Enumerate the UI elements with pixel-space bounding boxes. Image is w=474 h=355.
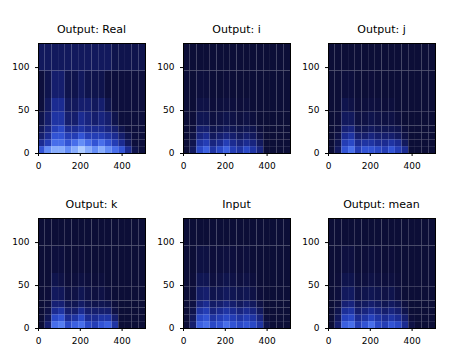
- svg-text:200: 200: [362, 161, 379, 171]
- svg-text:0: 0: [181, 336, 187, 346]
- svg-text:100: 100: [157, 237, 174, 247]
- svg-text:100: 100: [157, 62, 174, 72]
- svg-text:400: 400: [114, 336, 131, 346]
- svg-text:0: 0: [24, 323, 30, 333]
- svg-text:100: 100: [12, 237, 29, 247]
- svg-text:0: 0: [169, 148, 175, 158]
- svg-text:50: 50: [163, 105, 175, 115]
- svg-text:0: 0: [169, 323, 175, 333]
- html-text:Output: Real: Output: Real: [56, 23, 127, 36]
- html-text:Output: mean: Output: mean: [343, 198, 420, 211]
- html-text:Output: i: Output: i: [212, 23, 261, 36]
- svg-text:200: 200: [362, 336, 379, 346]
- html-text:Output: k: Output: k: [65, 198, 118, 211]
- svg-text:200: 200: [217, 161, 234, 171]
- svg-text:0: 0: [36, 161, 42, 171]
- svg-text:0: 0: [314, 323, 320, 333]
- svg-text:0: 0: [314, 148, 320, 158]
- svg-text:50: 50: [308, 280, 320, 290]
- svg-text:100: 100: [302, 62, 319, 72]
- svg-text:100: 100: [302, 237, 319, 247]
- svg-text:0: 0: [24, 148, 30, 158]
- svg-text:0: 0: [181, 161, 187, 171]
- svg-text:100: 100: [12, 62, 29, 72]
- svg-text:400: 400: [259, 161, 276, 171]
- svg-text:200: 200: [217, 336, 234, 346]
- svg-text:200: 200: [72, 161, 89, 171]
- svg-text:400: 400: [259, 336, 276, 346]
- svg-text:50: 50: [163, 280, 175, 290]
- svg-text:50: 50: [308, 105, 320, 115]
- svg-text:400: 400: [114, 161, 131, 171]
- svg-text:200: 200: [72, 336, 89, 346]
- svg-text:400: 400: [404, 161, 421, 171]
- svg-text:400: 400: [404, 336, 421, 346]
- svg-text:50: 50: [18, 280, 30, 290]
- svg-text:0: 0: [326, 336, 332, 346]
- svg-text:0: 0: [36, 336, 42, 346]
- html-text:Input: Input: [222, 198, 251, 211]
- svg-text:50: 50: [18, 105, 30, 115]
- html-text:Output: j: Output: j: [357, 23, 406, 36]
- svg-text:0: 0: [326, 161, 332, 171]
